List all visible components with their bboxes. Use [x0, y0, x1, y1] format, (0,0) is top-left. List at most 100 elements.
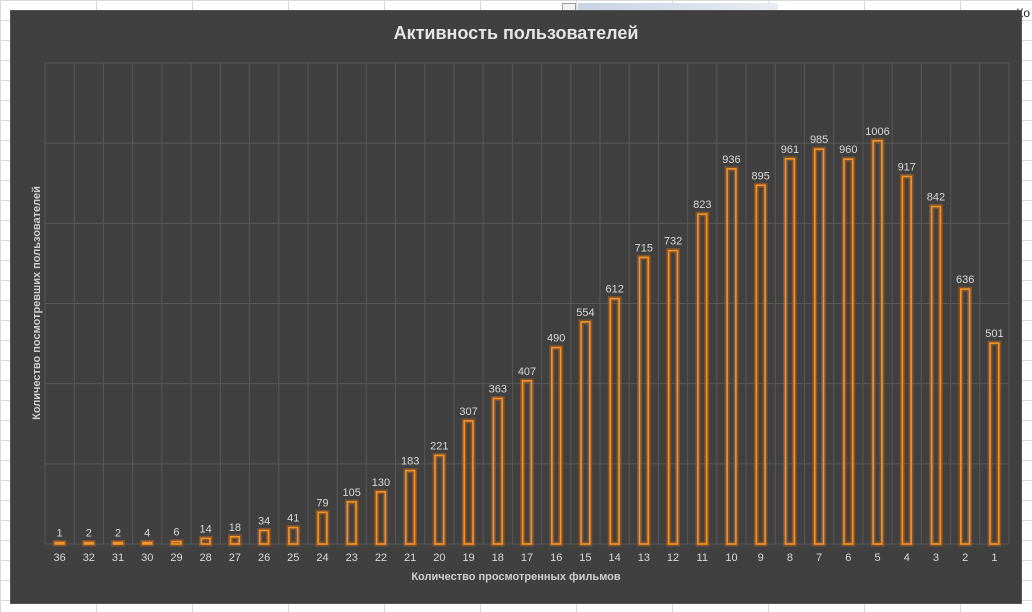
bar-1[interactable]: [989, 342, 1000, 545]
x-tick-label-25: 25: [287, 552, 299, 564]
data-label-28: 14: [200, 523, 212, 535]
x-tick-label-7: 7: [816, 552, 822, 564]
bar-32[interactable]: [83, 541, 94, 545]
bar-4[interactable]: [901, 175, 912, 545]
bar-glow: [695, 211, 710, 547]
bar-glow: [812, 146, 827, 547]
x-tick-label-27: 27: [229, 552, 241, 564]
data-label-27: 18: [229, 522, 241, 534]
bar-17[interactable]: [521, 380, 533, 545]
bar-3[interactable]: [930, 205, 942, 545]
data-label-17: 407: [518, 366, 536, 378]
bar-10[interactable]: [726, 168, 737, 545]
bar-36[interactable]: [54, 541, 65, 545]
bar-15[interactable]: [580, 321, 591, 545]
bar-glow: [227, 534, 242, 547]
bar-glow: [958, 286, 973, 547]
data-label-32: 2: [86, 528, 92, 540]
bar-31[interactable]: [112, 541, 124, 545]
bar-glow: [783, 156, 797, 547]
bar-29[interactable]: [171, 540, 182, 545]
bar-glow: [987, 340, 1002, 547]
x-tick-label-20: 20: [433, 552, 445, 564]
bar-30[interactable]: [142, 541, 153, 545]
bar-7[interactable]: [813, 148, 825, 545]
x-tick-label-28: 28: [200, 552, 212, 564]
x-tick-label-2: 2: [962, 552, 968, 564]
bar-glow: [578, 319, 593, 547]
bar-21[interactable]: [404, 469, 416, 545]
bar-20[interactable]: [434, 454, 445, 545]
bar-glow: [344, 499, 359, 547]
data-label-23: 105: [343, 487, 361, 499]
x-tick-label-11: 11: [697, 552, 708, 564]
bar-glow: [870, 138, 885, 547]
chart-title: Активность пользователей: [393, 23, 639, 43]
chart-area[interactable]: Активность пользователей Количество посм…: [10, 10, 1022, 604]
data-label-8: 961: [781, 144, 799, 156]
x-tick-label-18: 18: [492, 552, 504, 564]
bar-8[interactable]: [784, 157, 796, 545]
bar-14[interactable]: [609, 297, 620, 545]
bar-glow: [724, 166, 739, 547]
x-tick-label-21: 21: [404, 552, 416, 564]
x-tick-label-10: 10: [725, 552, 737, 564]
bar-12[interactable]: [667, 249, 679, 545]
data-label-9: 895: [752, 170, 770, 182]
data-label-24: 79: [316, 497, 328, 509]
data-label-30: 4: [144, 527, 150, 539]
data-label-20: 221: [430, 440, 448, 452]
data-label-25: 41: [287, 513, 299, 525]
bar-22[interactable]: [375, 491, 387, 545]
x-tick-label-29: 29: [170, 552, 182, 564]
x-tick-label-36: 36: [53, 552, 65, 564]
bar-25[interactable]: [288, 526, 299, 545]
bar-19[interactable]: [463, 420, 474, 545]
bar-27[interactable]: [229, 535, 241, 545]
bar-6[interactable]: [843, 158, 854, 545]
bar-23[interactable]: [346, 501, 357, 545]
x-tick-label-30: 30: [141, 552, 153, 564]
bar-26[interactable]: [258, 529, 270, 545]
x-tick-label-17: 17: [521, 552, 533, 564]
bar-glow: [257, 527, 271, 547]
bar-glow: [607, 296, 622, 547]
x-tick-label-4: 4: [904, 552, 910, 564]
data-label-13: 715: [635, 242, 653, 254]
bar-glow: [461, 418, 476, 547]
data-label-18: 363: [489, 383, 507, 395]
bar-18[interactable]: [492, 397, 503, 545]
bar-16[interactable]: [551, 346, 562, 545]
bar-glow: [403, 468, 418, 547]
plot-area: 1362322314306291428182734264125792410523…: [44, 62, 1010, 564]
x-tick-label-32: 32: [83, 552, 95, 564]
x-tick-label-22: 22: [375, 552, 387, 564]
data-label-29: 6: [173, 527, 179, 539]
bar-glow: [198, 535, 213, 547]
bar-24[interactable]: [317, 511, 328, 545]
bar-glow: [841, 156, 856, 547]
bar-11[interactable]: [697, 213, 708, 545]
bar-9[interactable]: [755, 184, 766, 545]
bar-glow: [636, 254, 651, 547]
bar-13[interactable]: [638, 256, 650, 545]
data-label-14: 612: [605, 284, 623, 296]
data-label-26: 34: [258, 515, 270, 527]
x-tick-label-14: 14: [609, 552, 621, 564]
data-label-22: 130: [372, 477, 390, 489]
data-label-36: 1: [57, 528, 63, 540]
bar-28[interactable]: [200, 537, 211, 545]
x-tick-label-9: 9: [758, 552, 764, 564]
data-label-16: 490: [547, 333, 565, 345]
bar-glow: [899, 173, 914, 547]
bar-glow: [374, 489, 388, 547]
x-tick-label-24: 24: [316, 552, 328, 564]
data-label-3: 842: [927, 191, 945, 203]
bar-5[interactable]: [872, 139, 883, 545]
bar-glow: [432, 452, 447, 547]
x-tick-label-23: 23: [346, 552, 358, 564]
x-tick-label-19: 19: [462, 552, 474, 564]
chart-selection-strip: [578, 3, 778, 11]
bar-2[interactable]: [959, 288, 971, 545]
bar-glow: [929, 203, 943, 547]
